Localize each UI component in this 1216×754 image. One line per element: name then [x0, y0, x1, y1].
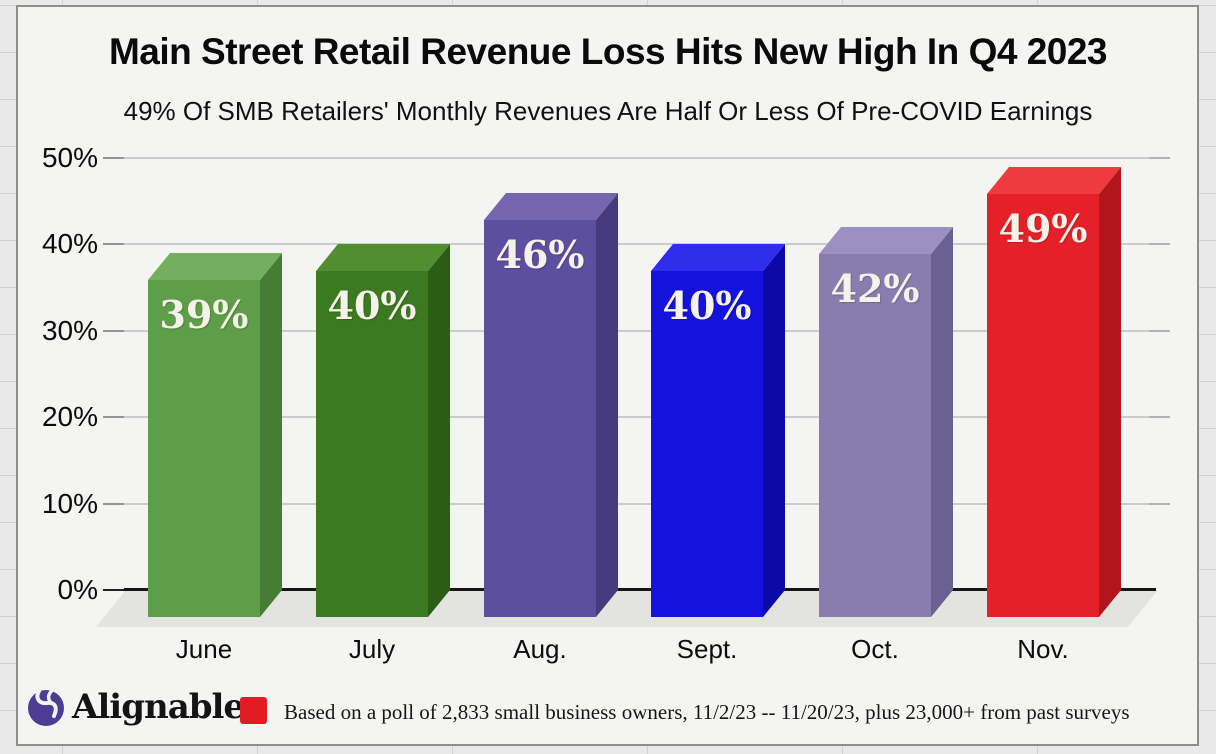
bar-july-side	[428, 244, 450, 617]
bar-value-label: 40%	[662, 283, 752, 328]
y-axis-tick	[103, 502, 124, 505]
y-axis-tick	[103, 589, 124, 591]
gridline	[118, 416, 1170, 419]
baseline-axis	[124, 588, 1156, 591]
x-tick-label: July	[348, 634, 396, 664]
y-axis-tick-right	[1149, 416, 1170, 419]
bar-june-side	[260, 253, 282, 617]
bar-value-label: 49%	[998, 206, 1088, 251]
y-axis-tick	[103, 157, 124, 159]
bar-oct-top	[819, 227, 953, 254]
x-tick-label: Nov.	[1017, 634, 1069, 664]
bar-aug-side	[596, 193, 618, 617]
chart-subtitle: 49% Of SMB Retailers' Monthly Revenues A…	[123, 96, 1093, 126]
bar-oct	[819, 254, 931, 617]
x-tick-label: Aug.	[513, 634, 567, 664]
y-tick-label: 10%	[41, 487, 98, 519]
bar-nov	[987, 194, 1099, 617]
bar-nov-top	[987, 167, 1121, 194]
y-axis-tick-right	[1149, 329, 1170, 332]
bar-value-label: 40%	[327, 283, 417, 328]
y-tick-label: 30%	[41, 314, 98, 346]
y-axis-tick	[103, 329, 124, 332]
chart-title: Main Street Retail Revenue Loss Hits New…	[108, 31, 1108, 72]
gridline	[118, 157, 1170, 159]
y-axis-tick	[103, 416, 124, 419]
y-axis-tick-right	[1149, 502, 1170, 505]
bar-july-top	[316, 244, 450, 271]
gridline	[118, 243, 1170, 246]
y-tick-label: 40%	[41, 228, 98, 260]
bar-value-label: 39%	[159, 292, 249, 337]
x-tick-label: Oct.	[851, 634, 899, 664]
source-note: Based on a poll of 2,833 small business …	[284, 700, 1130, 724]
x-tick-label: Sept.	[676, 634, 738, 664]
bar-sept-side	[763, 244, 785, 617]
bar-sept-top	[651, 244, 785, 271]
brand-wordmark: Alignable	[72, 687, 245, 727]
legend-swatch	[240, 697, 267, 724]
bar-nov-side	[1099, 167, 1121, 617]
gridline	[118, 329, 1170, 332]
alignable-logo-icon	[28, 688, 64, 726]
gridline	[118, 502, 1170, 505]
y-axis-tick-right	[1149, 243, 1170, 246]
x-tick-label: June	[175, 634, 233, 664]
bar-aug-top	[484, 193, 618, 220]
y-axis-tick-right	[1149, 157, 1170, 159]
bar-sept	[651, 271, 763, 617]
bar-june-top	[148, 253, 282, 280]
bar-value-label: 46%	[495, 232, 585, 277]
y-axis-tick	[103, 243, 124, 246]
bar-june	[148, 280, 260, 617]
y-tick-label: 50%	[41, 142, 98, 173]
y-tick-label: 20%	[41, 401, 98, 433]
bar-july	[316, 271, 428, 617]
bar-value-label: 42%	[830, 266, 920, 311]
y-tick-label: 0%	[57, 574, 98, 605]
bar-oct-side	[931, 227, 953, 617]
bar-aug	[484, 220, 596, 617]
